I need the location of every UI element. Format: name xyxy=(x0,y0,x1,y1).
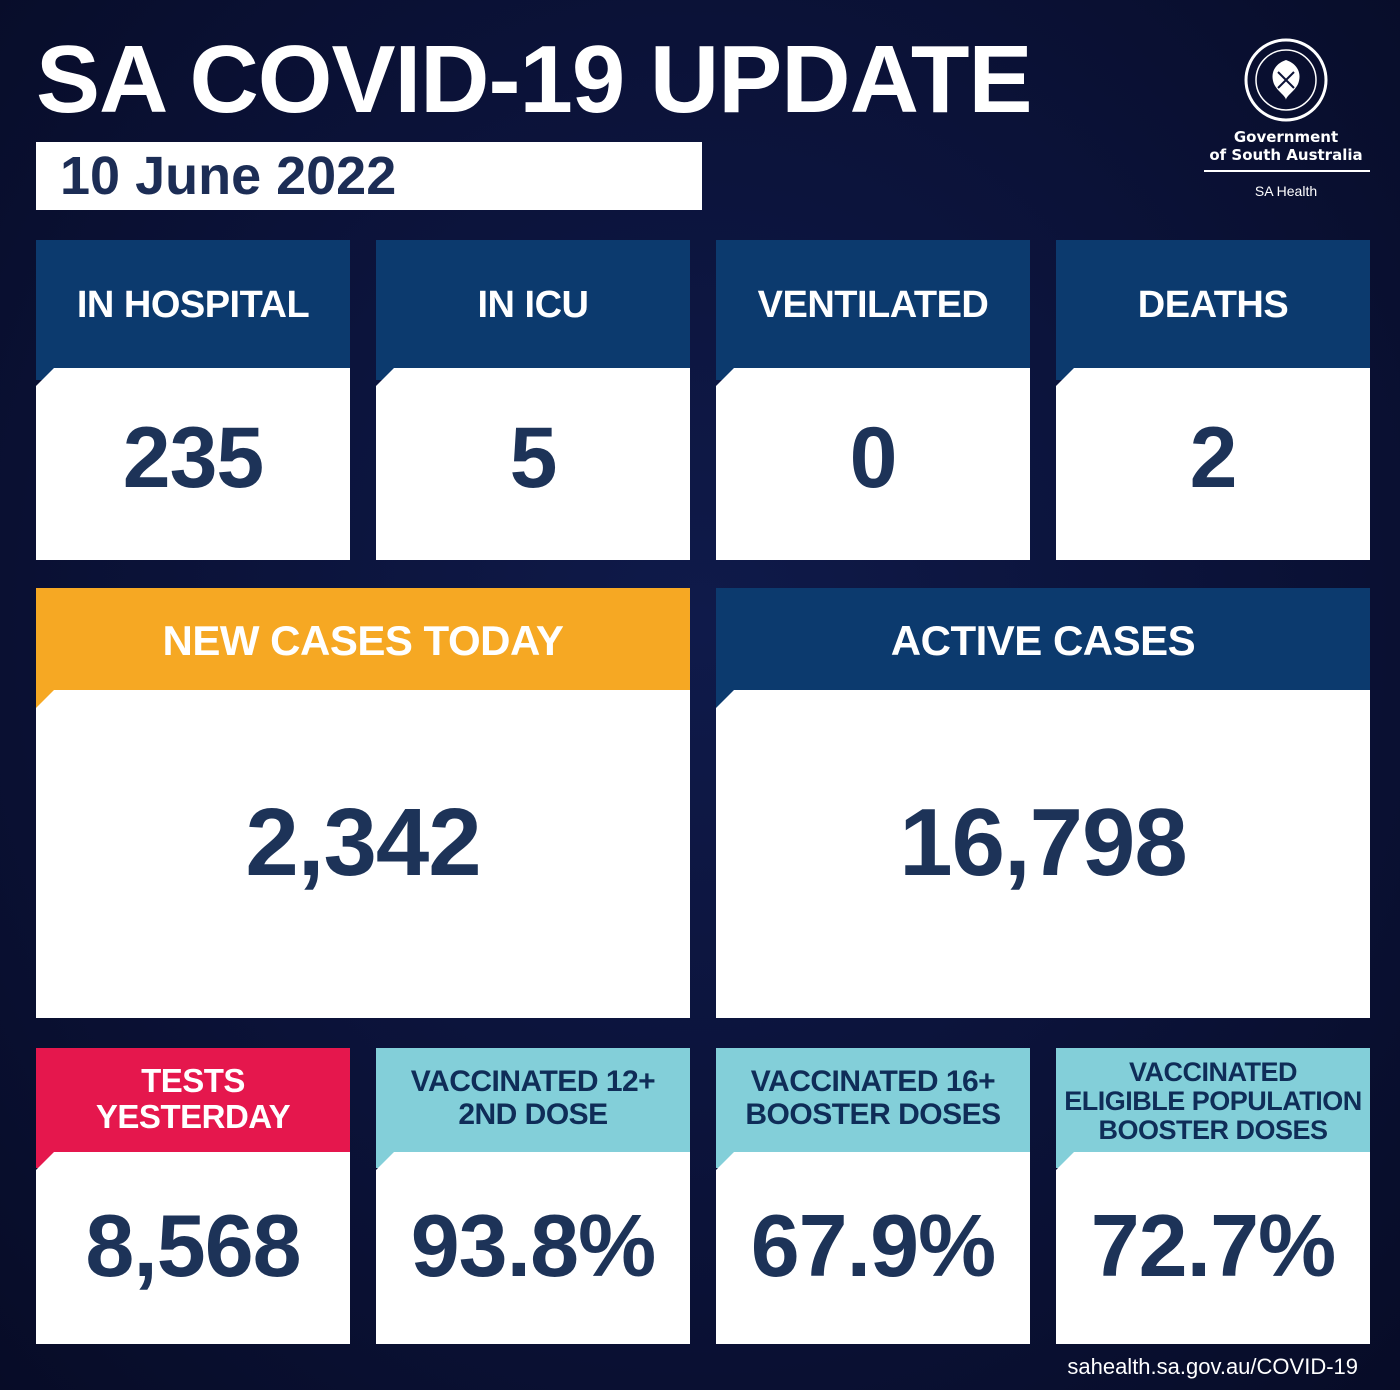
stat-value-ventilated: 0 xyxy=(849,410,898,506)
stat-label-in-hospital: IN HOSPITAL xyxy=(36,240,350,380)
stat-label-tests: TESTS YESTERDAY xyxy=(36,1048,350,1168)
stat-card-vaccinated-16: VACCINATED 16+ BOOSTER DOSES 67.9% xyxy=(716,1048,1030,1344)
stat-body: 8,568 xyxy=(36,1152,350,1344)
footer-url-link[interactable]: sahealth.sa.gov.au/COVID-19 xyxy=(1067,1354,1358,1379)
label-line: VACCINATED 12+ xyxy=(410,1065,656,1098)
stat-card-vaccinated-12: VACCINATED 12+ 2ND DOSE 93.8% xyxy=(376,1048,690,1344)
stat-value-deaths: 2 xyxy=(1189,410,1238,506)
sa-seal-icon xyxy=(1244,38,1328,122)
stat-value-active-cases: 16,798 xyxy=(899,789,1188,896)
logo-divider xyxy=(1204,170,1370,172)
stat-card-deaths: DEATHS 2 xyxy=(1056,240,1370,560)
stat-label-in-icu: IN ICU xyxy=(376,240,690,380)
stat-body: 67.9% xyxy=(716,1152,1030,1344)
government-logo: Government of South Australia SA Health xyxy=(1200,38,1372,208)
stat-body: 5 xyxy=(376,368,690,560)
date-banner: 10 June 2022 xyxy=(36,142,702,210)
stat-value-vaccinated-eligible: 72.7% xyxy=(1090,1196,1337,1295)
stat-card-in-icu: IN ICU 5 xyxy=(376,240,690,560)
stat-label-vaccinated-12: VACCINATED 12+ 2ND DOSE xyxy=(376,1048,690,1168)
update-date: 10 June 2022 xyxy=(60,146,397,206)
label-line: VACCINATED 16+ xyxy=(750,1065,996,1098)
stat-card-vaccinated-eligible: VACCINATED ELIGIBLE POPULATION BOOSTER D… xyxy=(1056,1048,1370,1344)
label-line: TESTS xyxy=(141,1062,245,1099)
stat-body: 93.8% xyxy=(376,1152,690,1344)
stat-label-vaccinated-eligible: VACCINATED ELIGIBLE POPULATION BOOSTER D… xyxy=(1056,1048,1370,1168)
label-line: ELIGIBLE POPULATION xyxy=(1064,1085,1362,1116)
stat-body: 16,798 xyxy=(716,690,1370,1018)
page-title: SA COVID-19 UPDATE xyxy=(36,26,1032,133)
label-line: 2ND DOSE xyxy=(458,1098,608,1131)
label-line: VACCINATED xyxy=(1129,1056,1298,1087)
stat-body: 2 xyxy=(1056,368,1370,560)
stat-value-vaccinated-16: 67.9% xyxy=(750,1196,997,1295)
label-line: BOOSTER DOSES xyxy=(745,1098,1001,1131)
stat-label-deaths: DEATHS xyxy=(1056,240,1370,380)
stat-body: 72.7% xyxy=(1056,1152,1370,1344)
stat-card-tests: TESTS YESTERDAY 8,568 xyxy=(36,1048,350,1344)
label-line: BOOSTER DOSES xyxy=(1098,1114,1328,1145)
stat-card-new-cases: NEW CASES TODAY 2,342 xyxy=(36,588,690,1018)
stat-card-active-cases: ACTIVE CASES 16,798 xyxy=(716,588,1370,1018)
stat-label-new-cases: NEW CASES TODAY xyxy=(36,588,690,708)
stat-body: 235 xyxy=(36,368,350,560)
stat-label-ventilated: VENTILATED xyxy=(716,240,1030,380)
stat-label-vaccinated-16: VACCINATED 16+ BOOSTER DOSES xyxy=(716,1048,1030,1168)
stat-value-in-icu: 5 xyxy=(509,410,558,506)
gov-line-1: Government xyxy=(1233,128,1339,146)
label-line: YESTERDAY xyxy=(95,1098,291,1135)
stat-card-in-hospital: IN HOSPITAL 235 xyxy=(36,240,350,560)
stat-card-ventilated: VENTILATED 0 xyxy=(716,240,1030,560)
stat-label-active-cases: ACTIVE CASES xyxy=(716,588,1370,708)
stat-value-new-cases: 2,342 xyxy=(245,789,481,896)
gov-line-2: of South Australia xyxy=(1209,146,1363,164)
stat-body: 0 xyxy=(716,368,1030,560)
gov-subline: SA Health xyxy=(1254,183,1318,199)
stat-value-vaccinated-12: 93.8% xyxy=(410,1196,657,1295)
stat-value-in-hospital: 235 xyxy=(122,410,265,506)
stat-value-tests: 8,568 xyxy=(85,1196,301,1295)
stat-body: 2,342 xyxy=(36,690,690,1018)
